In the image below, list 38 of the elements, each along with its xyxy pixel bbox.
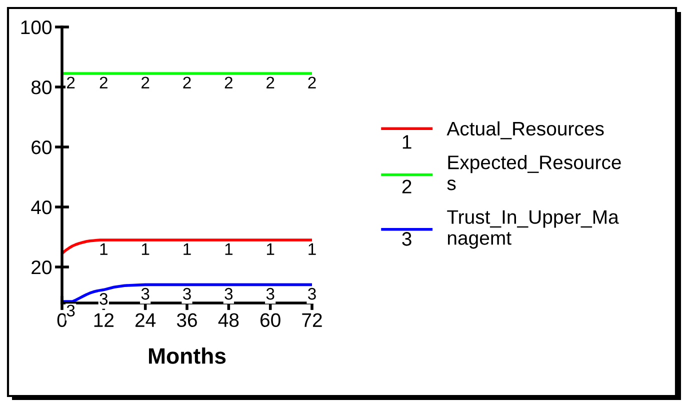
y-tick-label: 100	[21, 20, 52, 34]
annotation: 2	[183, 76, 191, 88]
annotation: 3	[224, 288, 233, 300]
x-axis-title: Months	[148, 348, 226, 364]
y-tick-label: 40	[31, 200, 52, 214]
y-tick-label: 80	[31, 80, 52, 94]
annotation: 3	[100, 293, 108, 305]
annotation: 1	[184, 243, 191, 255]
annotation: 1	[225, 243, 232, 255]
y-tick-label: 60	[32, 140, 52, 154]
annotation: 2	[67, 76, 75, 88]
annotation: 2	[308, 76, 316, 88]
x-tick-label: 24	[136, 313, 156, 327]
annotation: 3	[183, 288, 191, 300]
legend-label: Trust_In_Upper_Managemt	[447, 210, 619, 249]
x-tick-label: 72	[302, 313, 322, 327]
y-tick-label: 20	[32, 260, 52, 274]
text: 3	[402, 232, 412, 246]
annotation: 2	[142, 76, 150, 88]
annotation: 1	[100, 243, 108, 255]
annotation: 1	[142, 243, 150, 255]
legend-label: Actual_Resources	[446, 121, 604, 140]
annotation: 3	[141, 288, 150, 300]
annotation: 3	[266, 288, 274, 300]
annotation: 3	[66, 304, 75, 317]
x-tick-label: 12	[94, 313, 114, 327]
x-tick-label: 60	[260, 313, 280, 328]
text: 1	[402, 135, 412, 149]
annotation: 1	[308, 243, 316, 255]
x-tick-label: 48	[218, 313, 239, 328]
annotation: 2	[266, 76, 274, 88]
text: 2	[402, 180, 412, 194]
annotation: 2	[100, 76, 108, 88]
legend-label: Expected_Resources	[447, 154, 621, 190]
annotation: 2	[224, 76, 232, 88]
annotation: 1	[266, 243, 274, 255]
x-tick-label: 36	[176, 313, 197, 328]
annotation: 3	[308, 288, 316, 300]
